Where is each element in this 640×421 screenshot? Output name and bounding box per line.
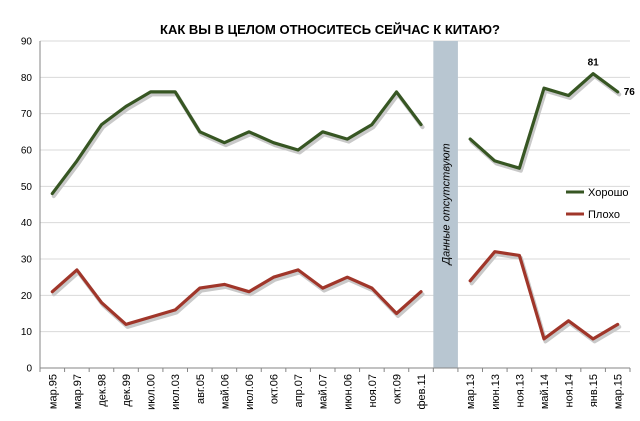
series-line-good [468,72,620,170]
y-tick-label: 90 [21,37,33,48]
y-tick-label: 70 [21,109,33,120]
x-tick-label: июл.06 [244,374,256,410]
series-line-shadow [469,252,622,344]
data-label: 76 [624,87,636,98]
x-tick-label: июн.13 [490,374,502,410]
x-tick-label: ноя.07 [367,374,379,407]
x-tick-label: апр.07 [293,374,305,407]
gap-region: Данные отсутствуют [433,41,458,368]
x-tick-label: мар.13 [465,374,477,409]
legend-label: Плохо [588,209,620,221]
x-tick-label: мар.15 [613,374,625,409]
y-tick-label: 40 [21,218,33,229]
series-line-shadow [469,74,622,173]
axes: 0 10 20 30 40 50 60 70 80 90 мар.95 мар.97 дек.98 дек… [21,37,631,410]
y-tick-label: 50 [21,182,33,193]
missing-data-label: Данные отсутствуют [441,143,453,266]
x-tick-label: ноя.14 [564,374,576,407]
series-line-good [50,90,423,196]
y-tick-label: 20 [21,291,33,302]
x-tick-label: ноя.13 [514,374,526,407]
series-line-shadow [51,270,425,329]
x-tick-label: янв.15 [588,374,600,407]
x-tick-label: авг.05 [195,374,207,404]
data-label: 81 [588,58,600,69]
x-tick-label: май.07 [318,374,330,409]
x-tick-label: мар.97 [72,374,84,409]
x-tick-label: мар.95 [47,374,59,409]
y-tick-label: 60 [21,146,33,157]
x-tick-label: окт.06 [269,374,281,404]
x-tick-label: дек.98 [96,374,108,407]
missing-data-band [433,41,458,368]
x-tick-label: май.06 [219,374,231,409]
grid [40,40,630,333]
x-tick-label: фев.11 [416,374,428,410]
x-tick-label: окт.09 [391,374,403,404]
legend: Хорошо Плохо [566,187,629,221]
series-line-shadow [51,92,425,199]
series-line-bad [468,250,620,341]
y-tick-label: 0 [26,364,32,375]
legend-label: Хорошо [588,187,629,199]
series-line-bad [50,268,423,326]
y-tick-label: 30 [21,255,33,266]
data-labels: 81 76 [588,58,636,98]
series-lines [50,72,622,344]
x-tick-label: июн.06 [342,374,354,410]
x-tick-label: май.14 [539,374,551,409]
y-tick-label: 80 [21,73,33,84]
x-tick-label: дек.99 [121,374,133,407]
x-tick-label: июл.03 [170,374,182,410]
chart-title: КАК ВЫ В ЦЕЛОМ ОТНОСИТЕСЬ СЕЙЧАС К КИТАЮ… [160,22,500,37]
y-tick-label: 10 [21,327,33,338]
x-tick-label: июл.00 [146,374,158,410]
